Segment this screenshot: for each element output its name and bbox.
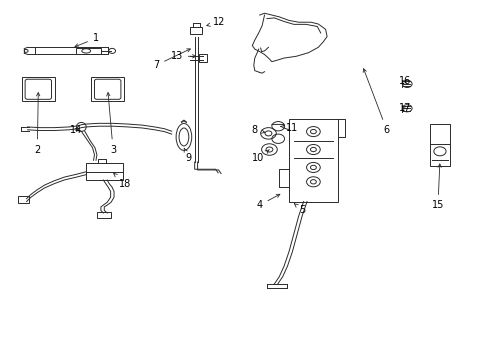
Text: 11: 11 (281, 123, 298, 133)
Text: 16: 16 (399, 76, 412, 86)
Text: 5: 5 (294, 204, 306, 216)
Text: 2: 2 (34, 93, 41, 154)
Text: 17: 17 (399, 103, 412, 113)
Text: 8: 8 (252, 125, 265, 135)
Text: 6: 6 (363, 69, 390, 135)
Text: 4: 4 (257, 194, 280, 210)
Text: 3: 3 (107, 93, 116, 154)
Text: 18: 18 (114, 174, 131, 189)
Text: 9: 9 (184, 148, 192, 163)
Text: 12: 12 (207, 17, 226, 27)
Text: 1: 1 (75, 33, 99, 47)
Text: 10: 10 (252, 150, 270, 163)
Text: 15: 15 (432, 164, 444, 210)
Text: 14: 14 (70, 125, 82, 135)
Text: 13: 13 (171, 51, 196, 61)
Text: 7: 7 (153, 49, 190, 70)
